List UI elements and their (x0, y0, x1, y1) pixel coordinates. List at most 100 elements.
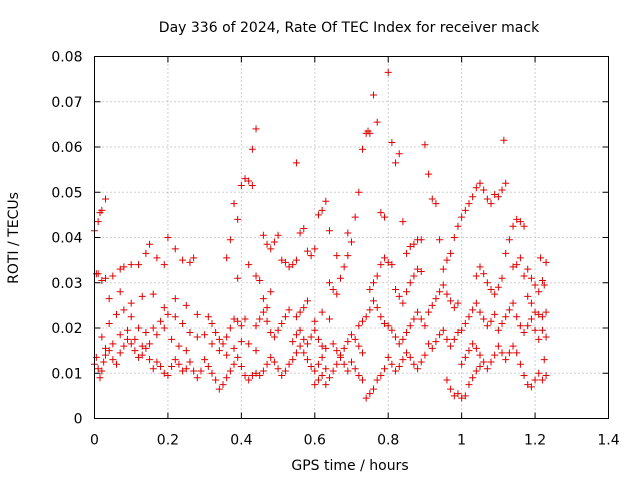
data-point (223, 333, 231, 341)
data-point (314, 376, 322, 384)
data-point (417, 267, 425, 275)
data-point (256, 276, 264, 284)
data-point (469, 306, 477, 314)
data-point (373, 118, 381, 126)
data-point (421, 141, 429, 149)
data-point (226, 367, 234, 375)
data-point (520, 329, 528, 337)
data-point (491, 290, 499, 298)
data-point (516, 360, 524, 368)
data-point (116, 349, 124, 357)
y-axis-title: ROTI / TECUs (6, 192, 22, 284)
data-point (465, 347, 473, 355)
chart-title: Day 336 of 2024, Rate Of TEC Index for r… (159, 20, 540, 36)
data-point (127, 299, 135, 307)
data-point (131, 335, 139, 343)
data-point (465, 381, 473, 389)
data-point (406, 279, 414, 287)
data-point (509, 263, 517, 271)
x-tick-label: 1.4 (597, 433, 619, 449)
data-point (325, 279, 333, 287)
data-point (120, 263, 128, 271)
data-point (513, 261, 521, 269)
data-point (259, 367, 267, 375)
data-point (296, 229, 304, 237)
data-point (142, 344, 150, 352)
data-point (502, 313, 510, 321)
data-point (252, 125, 260, 133)
data-point (513, 313, 521, 321)
data-point (127, 340, 135, 348)
data-point (245, 340, 253, 348)
data-point (399, 218, 407, 226)
data-point (289, 338, 297, 346)
data-point (234, 353, 242, 361)
data-point (388, 261, 396, 269)
data-point (256, 372, 264, 380)
data-point (381, 213, 389, 221)
data-point (223, 351, 231, 359)
data-point (542, 258, 550, 266)
data-point (535, 335, 543, 343)
data-point (535, 288, 543, 296)
data-point (421, 351, 429, 359)
data-point (520, 272, 528, 280)
data-point (274, 231, 282, 239)
data-point (476, 179, 484, 187)
data-point (447, 342, 455, 350)
data-point (303, 356, 311, 364)
data-point (263, 360, 271, 368)
data-point (355, 372, 363, 380)
data-point (102, 195, 110, 203)
data-point (458, 394, 466, 402)
data-point (406, 243, 414, 251)
data-point (149, 290, 157, 298)
data-point (436, 331, 444, 339)
data-point (186, 258, 194, 266)
data-point (527, 299, 535, 307)
data-point (355, 342, 363, 350)
data-point (215, 385, 223, 393)
data-point (124, 335, 132, 343)
data-point (351, 213, 359, 221)
data-point (406, 353, 414, 361)
data-point (388, 326, 396, 334)
data-point (322, 365, 330, 373)
data-point (483, 279, 491, 287)
data-point (454, 299, 462, 307)
data-point (392, 286, 400, 294)
data-point (105, 347, 113, 355)
data-point (230, 360, 238, 368)
data-point (116, 265, 124, 273)
data-point (248, 145, 256, 153)
data-point (384, 353, 392, 361)
data-point (230, 344, 238, 352)
data-point (480, 270, 488, 278)
data-point (366, 286, 374, 294)
data-point (153, 331, 161, 339)
data-point (212, 376, 220, 384)
data-point (307, 362, 315, 370)
data-point (201, 356, 209, 364)
data-point (443, 335, 451, 343)
data-point (531, 281, 539, 289)
data-point (527, 315, 535, 323)
data-point (325, 315, 333, 323)
data-point (256, 315, 264, 323)
data-point (270, 358, 278, 366)
data-point (311, 367, 319, 375)
data-point (248, 372, 256, 380)
data-point (454, 390, 462, 398)
data-point (359, 376, 367, 384)
data-point (263, 240, 271, 248)
data-point (439, 281, 447, 289)
data-point (325, 227, 333, 235)
data-point (289, 356, 297, 364)
data-point (487, 317, 495, 325)
data-point (395, 340, 403, 348)
y-tick-label: 0 (74, 412, 83, 428)
data-point (234, 317, 242, 325)
data-point (432, 200, 440, 208)
y-tick-label: 0.01 (51, 366, 82, 382)
y-tick-label: 0.02 (51, 321, 82, 337)
